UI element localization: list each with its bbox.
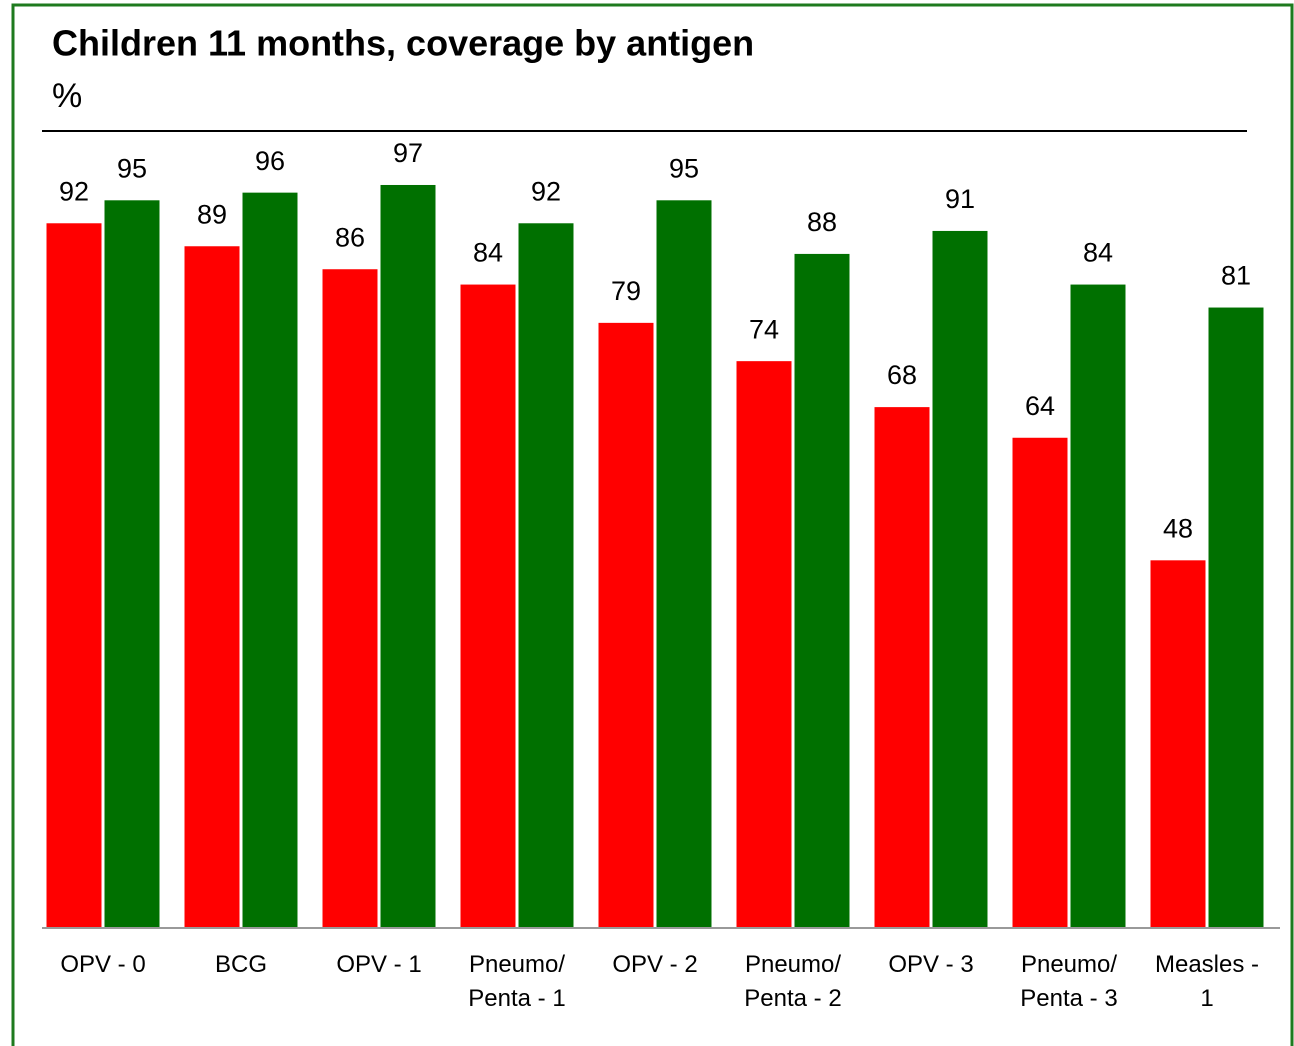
- bar: [598, 322, 654, 928]
- data-label: 92: [531, 176, 561, 206]
- data-label: 89: [197, 199, 227, 229]
- bar: [518, 223, 574, 928]
- x-tick-label: OPV - 0: [60, 951, 146, 978]
- data-label: 74: [749, 314, 779, 344]
- chart-title: Children 11 months, coverage by antigen: [52, 23, 754, 64]
- bar: [932, 230, 988, 928]
- bar: [322, 269, 378, 928]
- bar: [380, 184, 436, 929]
- x-tick-label: Pneumo/ Penta - 1: [468, 951, 566, 1012]
- data-label: 95: [669, 153, 699, 183]
- data-label: 91: [945, 184, 975, 214]
- bar: [794, 253, 850, 929]
- bar: [874, 407, 930, 928]
- bar: [736, 361, 792, 928]
- data-label: 86: [335, 222, 365, 252]
- x-tick-label: Pneumo/ Penta - 2: [744, 951, 842, 1012]
- bar: [1208, 307, 1264, 928]
- data-label: 48: [1163, 513, 1193, 543]
- data-label: 97: [393, 138, 423, 168]
- bar: [460, 284, 516, 928]
- x-tick-label: Measles - 1: [1154, 951, 1260, 1012]
- data-label: 96: [255, 146, 285, 176]
- data-label: 79: [611, 276, 641, 306]
- bar: [1070, 284, 1126, 928]
- bar: [46, 223, 102, 928]
- x-tick-label: OPV - 1: [336, 951, 422, 978]
- x-tick-label: BCG: [214, 951, 267, 978]
- data-label: 95: [117, 153, 147, 183]
- x-tick-label: Pneumo/ Penta - 3: [1020, 951, 1118, 1012]
- data-label: 92: [59, 176, 89, 206]
- bar: [656, 200, 712, 929]
- data-label: 84: [473, 238, 503, 268]
- bar: [1012, 437, 1068, 928]
- data-label: 88: [807, 207, 837, 237]
- bar: [104, 200, 160, 929]
- x-tick-label: OPV - 3: [888, 951, 974, 978]
- data-label: 68: [887, 360, 917, 390]
- frame: [11, 3, 1294, 1046]
- bar: [242, 192, 298, 928]
- data-label: 64: [1025, 391, 1055, 421]
- bar: [184, 246, 240, 928]
- data-label: 81: [1221, 261, 1251, 291]
- x-tick-label: OPV - 2: [612, 951, 698, 978]
- chart-subtitle: %: [52, 77, 82, 115]
- data-label: 84: [1083, 238, 1113, 268]
- bar: [1150, 560, 1206, 928]
